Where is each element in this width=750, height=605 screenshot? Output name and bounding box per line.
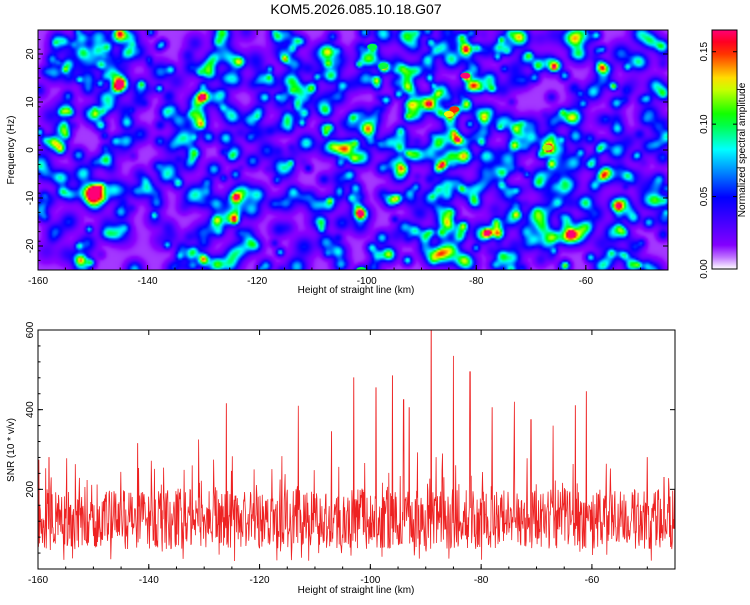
snr-x-ticks: -160 -140 -120 -100 -80 -60 xyxy=(28,330,676,586)
heatmap-y-tick-label: -20 xyxy=(25,238,36,253)
heatmap-x-tick-label: -80 xyxy=(469,276,484,287)
snr-panel: -160 -140 -120 -100 -80 -60 200 400 600 Height … xyxy=(6,321,676,596)
snr-series-line xyxy=(38,330,675,562)
heatmap-x-label: Height of straight line (km) xyxy=(298,285,415,296)
snr-x-tick-label: -120 xyxy=(250,575,270,586)
snr-x-label: Height of straight line (km) xyxy=(298,585,415,596)
heatmap-y-tick-label: 10 xyxy=(25,96,36,108)
heatmap-peak-4 xyxy=(367,43,378,50)
heatmap-x-tick-label: -120 xyxy=(247,276,267,287)
snr-y-tick-label: 600 xyxy=(25,321,36,338)
heatmap-x-ticks: -160 -140 -120 -100 -80 -60 xyxy=(28,30,669,287)
heatmap-peaks xyxy=(356,43,553,270)
colorbar-tick-label: 0.10 xyxy=(699,114,710,134)
snr-y-label: SNR (10 * v/v) xyxy=(6,418,17,482)
heatmap-peak-2 xyxy=(443,111,454,117)
heatmap-peak-1 xyxy=(449,106,460,113)
heatmap-peak-6 xyxy=(356,267,367,270)
heatmap-peak-0 xyxy=(460,72,471,79)
snr-x-tick-label: -100 xyxy=(360,575,380,586)
heatmap-y-tick-label: 20 xyxy=(25,48,36,60)
snr-y-tick-label: 200 xyxy=(25,481,36,498)
snr-frame xyxy=(37,329,676,570)
snr-y-ticks: 200 400 600 xyxy=(25,321,675,570)
heatmap-x-tick-label: -60 xyxy=(579,276,594,287)
heatmap-peak-3 xyxy=(542,144,553,151)
colorbar-ticks: 0.00 0.05 0.10 0.15 xyxy=(699,42,737,279)
colorbar-tick-label: 0.05 xyxy=(699,186,710,206)
heatmap-x-tick-label: -160 xyxy=(28,276,48,287)
colorbar-ramp xyxy=(711,29,738,270)
heatmap-y-label: Frequency (Hz) xyxy=(6,116,17,185)
colorbar-label: Normalized spectral amplitude xyxy=(737,82,748,217)
heatmap-y-tick-label: -10 xyxy=(25,190,36,205)
colorbar-tick-label: 0.00 xyxy=(699,259,710,279)
snr-x-tick-label: -140 xyxy=(139,575,159,586)
heatmap-y-ticks: -20 -10 0 10 20 xyxy=(25,29,668,271)
snr-x-tick-label: -160 xyxy=(28,575,48,586)
heatmap-y-tick-label: 0 xyxy=(25,147,36,153)
heatmap-x-tick-label: -100 xyxy=(357,276,377,287)
figure-title: KOM5.2026.085.10.18.G07 xyxy=(270,1,441,17)
heatmap-peak-5 xyxy=(378,63,389,69)
colorbar-tick-label: 0.15 xyxy=(699,42,710,62)
colorbar: 0.00 0.05 0.10 0.15 Normalized spectral amp… xyxy=(699,29,748,279)
snr-x-tick-label: -60 xyxy=(585,575,600,586)
heatmap-image xyxy=(38,30,668,270)
snr-y-tick-label: 400 xyxy=(25,401,36,418)
heatmap-x-tick-label: -140 xyxy=(138,276,158,287)
snr-x-tick-label: -80 xyxy=(474,575,489,586)
